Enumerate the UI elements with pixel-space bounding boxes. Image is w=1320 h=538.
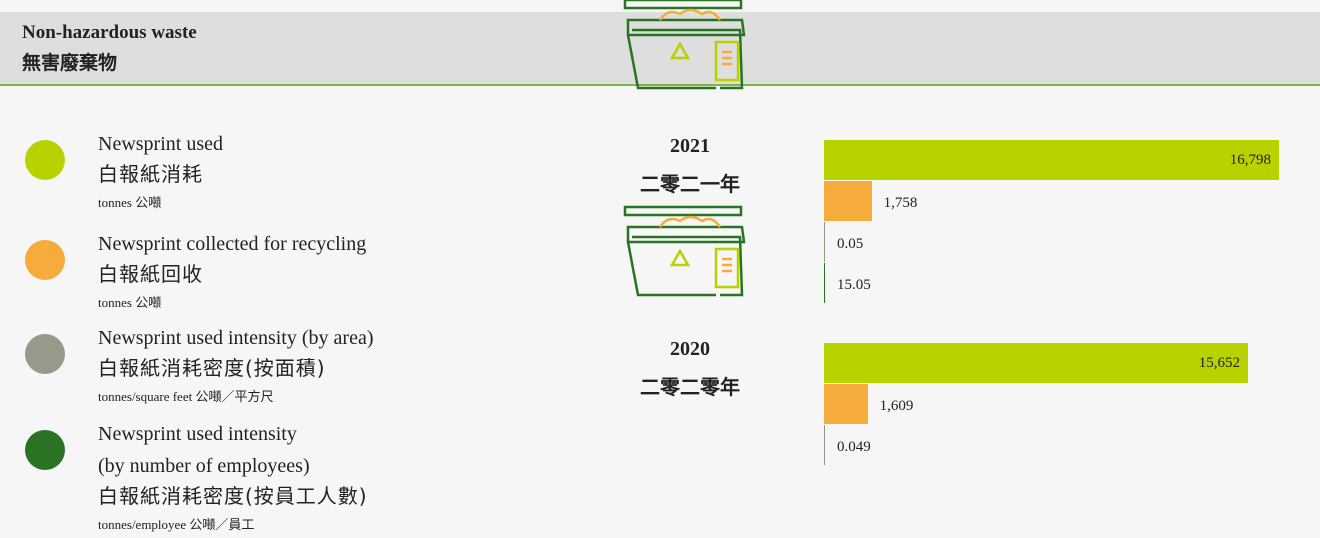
value-label: 15.05: [837, 277, 871, 293]
year-label: 2020: [670, 338, 710, 360]
legend-swatch: [25, 240, 65, 280]
legend-name: Newsprint used: [98, 133, 223, 155]
bar: [824, 384, 868, 424]
legend-name-zh: 白報紙消耗密度(按員工人數): [98, 484, 368, 508]
legend-unit: tonnes 公噸: [98, 195, 162, 210]
bar: [824, 222, 825, 262]
legend-name-zh: 白報紙消耗: [98, 162, 203, 186]
value-label: 1,758: [883, 195, 918, 211]
bar: [824, 263, 825, 303]
bar: [824, 425, 825, 465]
legend-swatch: [25, 334, 65, 374]
value-label: 1,609: [879, 398, 914, 414]
value-label: 16,798: [1229, 152, 1271, 168]
legend-swatch: [25, 140, 65, 180]
legend-name: Newsprint used intensity (by number of e…: [98, 423, 310, 477]
value-label: 15,652: [1198, 355, 1240, 371]
year-label-zh: 二零二一年: [640, 172, 740, 196]
year-label-zh: 二零二零年: [640, 375, 740, 399]
value-label: 0.05: [837, 236, 864, 252]
legend-name-zh: 白報紙回收: [98, 262, 203, 286]
legend-unit: tonnes 公噸: [98, 295, 162, 310]
legend-unit: tonnes/employee 公噸／員工: [98, 517, 255, 532]
legend-name: Newsprint used intensity (by area): [98, 327, 374, 349]
bar: [824, 140, 1279, 180]
subtitle: 無害廢棄物: [22, 52, 118, 74]
legend-name-zh: 白報紙消耗密度(按面積): [98, 356, 326, 380]
bar: [824, 343, 1248, 383]
legend-unit: tonnes/square feet 公噸／平方尺: [98, 389, 274, 404]
legend-swatch: [25, 430, 65, 470]
value-label: 0.049: [837, 439, 871, 455]
title: Non-hazardous waste: [22, 22, 197, 43]
legend-name: Newsprint collected for recycling: [98, 233, 367, 255]
year-label: 2021: [670, 135, 710, 157]
bin-icon: [623, 205, 746, 297]
bar: [824, 181, 872, 221]
header: Non-hazardous waste 無害廢棄物: [0, 12, 1320, 86]
